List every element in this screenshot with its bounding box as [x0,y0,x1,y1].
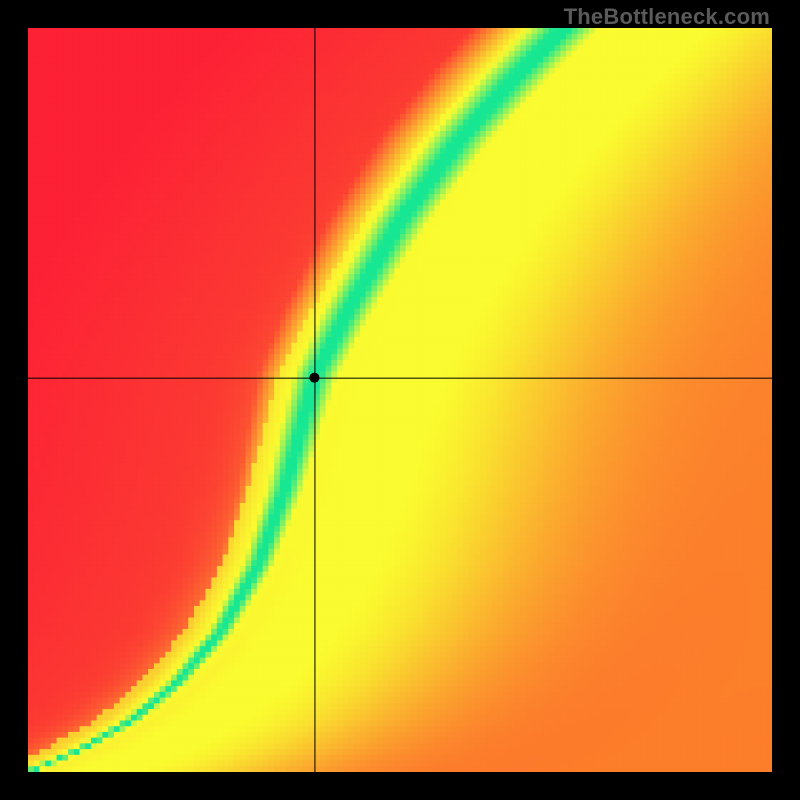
heatmap-canvas [28,28,772,772]
watermark-text: TheBottleneck.com [564,4,770,30]
heatmap-plot [28,28,772,772]
chart-container: TheBottleneck.com [0,0,800,800]
